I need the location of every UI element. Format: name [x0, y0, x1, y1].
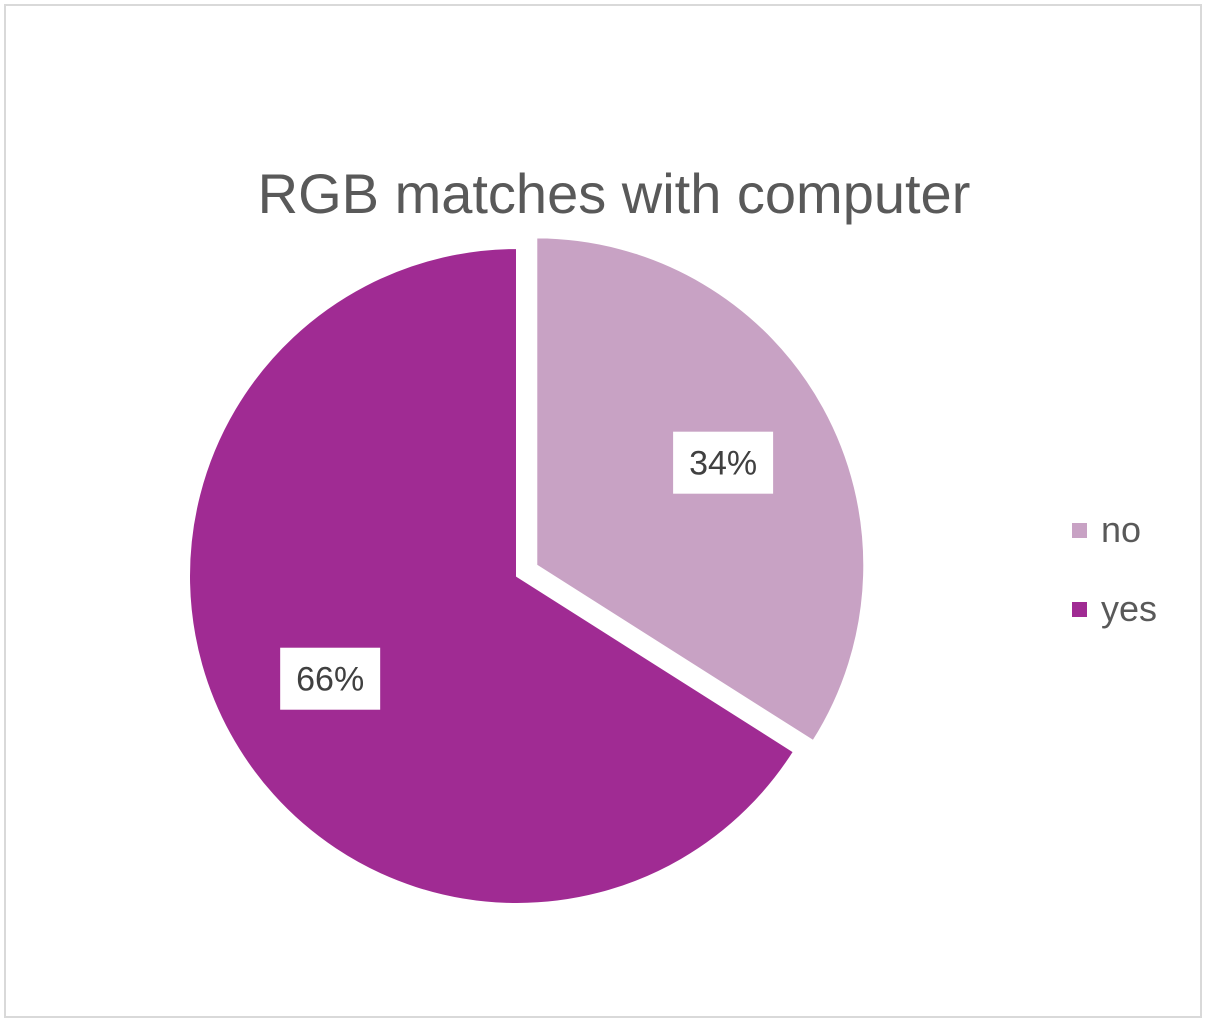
chart-title: RGB matches with computer: [257, 162, 971, 225]
pie-slice-yes: [188, 246, 796, 905]
legend-swatch-no: [1072, 522, 1087, 538]
data-label-no: 34%: [689, 445, 757, 483]
legend-item-no: no: [1072, 508, 1157, 552]
data-label-yes: 66%: [296, 661, 364, 699]
data-label-box-yes: [280, 647, 381, 710]
chart-legend: no yes: [1072, 508, 1157, 666]
legend-swatch-yes: [1072, 601, 1087, 617]
data-label-box-no: [673, 431, 774, 494]
legend-label-no: no: [1101, 509, 1142, 550]
legend-item-yes: yes: [1072, 587, 1157, 631]
legend-label-yes: yes: [1101, 588, 1158, 629]
